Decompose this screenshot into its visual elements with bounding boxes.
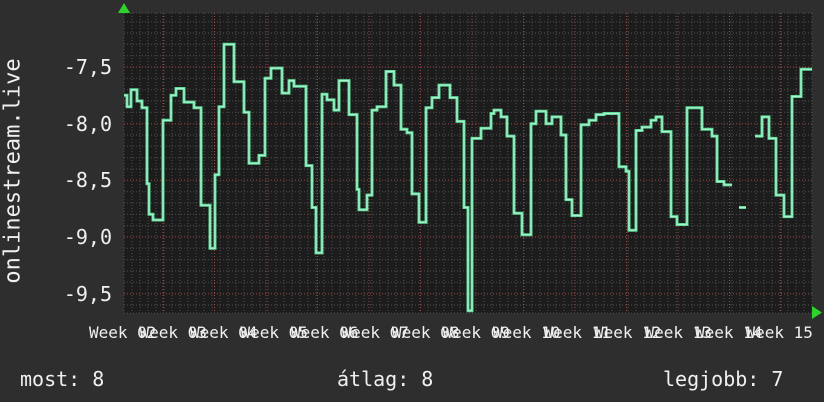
y-tick-label: -9,0 bbox=[63, 224, 112, 249]
y-tick-label: -8,0 bbox=[63, 111, 112, 136]
stat-average-value: 8 bbox=[421, 367, 434, 391]
stat-average: átlag: 8 bbox=[337, 366, 433, 392]
x-tick-label: Week 06 bbox=[291, 323, 359, 342]
stat-current-value: 8 bbox=[92, 367, 105, 391]
y-tick-label: -9,5 bbox=[63, 281, 112, 306]
x-tick-label: Week 11 bbox=[543, 323, 611, 342]
stat-best-label: legjobb: bbox=[663, 367, 760, 391]
stat-average-label: átlag: bbox=[337, 367, 410, 391]
x-tick-label: Week 12 bbox=[594, 323, 662, 342]
y-tick-label: -7,5 bbox=[63, 55, 112, 79]
x-tick-label: Week 14 bbox=[695, 323, 763, 342]
x-tick-label: Week 03 bbox=[139, 323, 207, 342]
x-tick-label: Week 10 bbox=[493, 323, 561, 342]
x-tick-label: Week 09 bbox=[442, 323, 510, 342]
x-tick-label: Week 02 bbox=[89, 323, 157, 342]
x-tick-label: Week 05 bbox=[240, 323, 308, 342]
stat-current-label: most: bbox=[20, 367, 81, 391]
x-tick-label: Week 07 bbox=[341, 323, 409, 342]
stat-current: most: 8 bbox=[20, 366, 104, 392]
x-tick-label: Week 08 bbox=[392, 323, 460, 342]
x-tick-label: Week 15 bbox=[745, 323, 813, 342]
x-tick-label: Week 04 bbox=[190, 323, 258, 342]
y-tick-label: -8,5 bbox=[63, 168, 112, 193]
x-tick-label: Week 13 bbox=[644, 323, 712, 342]
stat-best-value: 7 bbox=[771, 367, 784, 391]
stat-best: legjobb: 7 bbox=[663, 366, 783, 392]
